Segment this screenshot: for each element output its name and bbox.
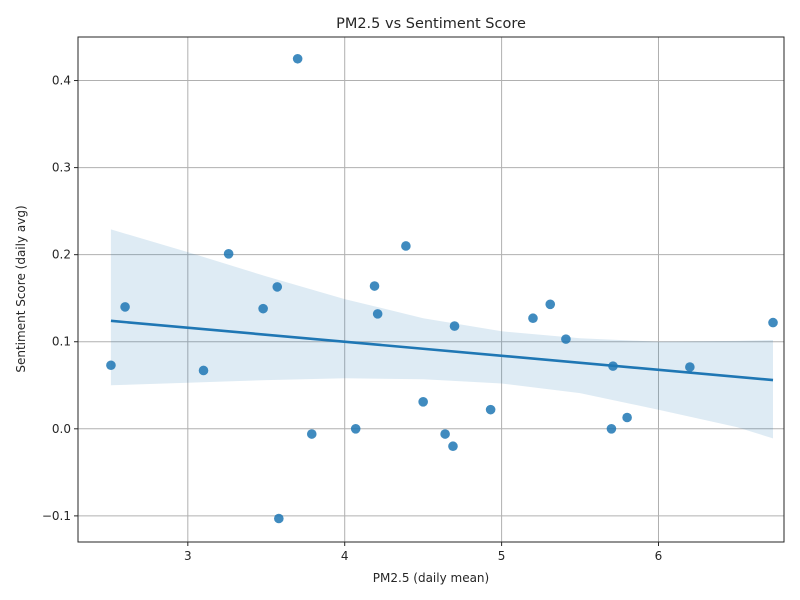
x-tick-label: 5 (498, 549, 506, 563)
data-point (449, 321, 460, 331)
data-point (685, 362, 695, 372)
data-point (198, 365, 209, 376)
y-axis-label: Sentiment Score (daily avg) (14, 205, 28, 372)
data-point (272, 282, 283, 292)
chart-title: PM2.5 vs Sentiment Score (336, 16, 526, 32)
plot-frame (77, 36, 785, 543)
data-point (485, 404, 496, 415)
y-tick-label: −0.1 (42, 509, 71, 523)
data-point (768, 317, 778, 328)
data-point (120, 302, 130, 312)
regression-line (110, 319, 774, 382)
ticks-layer: 3 4 5 6 −0.1 0.0 0.1 0.2 0.3 0.4 (42, 74, 662, 563)
data-point (223, 249, 234, 259)
x-tick-label: 6 (655, 549, 663, 563)
data-point (622, 412, 632, 423)
x-axis-label: PM2.5 (daily mean) (373, 571, 489, 585)
data-point (418, 397, 428, 407)
data-point (106, 360, 116, 371)
data-point (401, 241, 411, 251)
data-point (372, 309, 383, 319)
x-tick-label: 3 (184, 549, 192, 563)
data-point (545, 299, 556, 310)
y-tick-label: 0.4 (52, 74, 71, 88)
data-point (440, 429, 450, 439)
data-point (561, 334, 571, 344)
y-tick-label: 0.0 (52, 422, 71, 436)
data-point (448, 441, 458, 452)
grid-layer (78, 37, 784, 542)
data-point (369, 281, 380, 291)
confidence-band-layer (110, 229, 773, 439)
data-point (258, 303, 268, 314)
data-point (274, 513, 284, 524)
data-point (608, 361, 618, 371)
data-point (528, 313, 538, 324)
data-point (292, 53, 303, 64)
y-tick-label: 0.3 (52, 161, 71, 175)
data-point (606, 424, 617, 434)
y-tick-label: 0.1 (52, 335, 71, 349)
x-tick-label: 4 (341, 549, 349, 563)
y-tick-label: 0.2 (52, 248, 71, 262)
data-points-layer (106, 53, 778, 524)
confidence-band (110, 229, 773, 439)
regression-line-layer (110, 319, 774, 382)
data-point (350, 424, 361, 434)
data-point (306, 429, 317, 439)
